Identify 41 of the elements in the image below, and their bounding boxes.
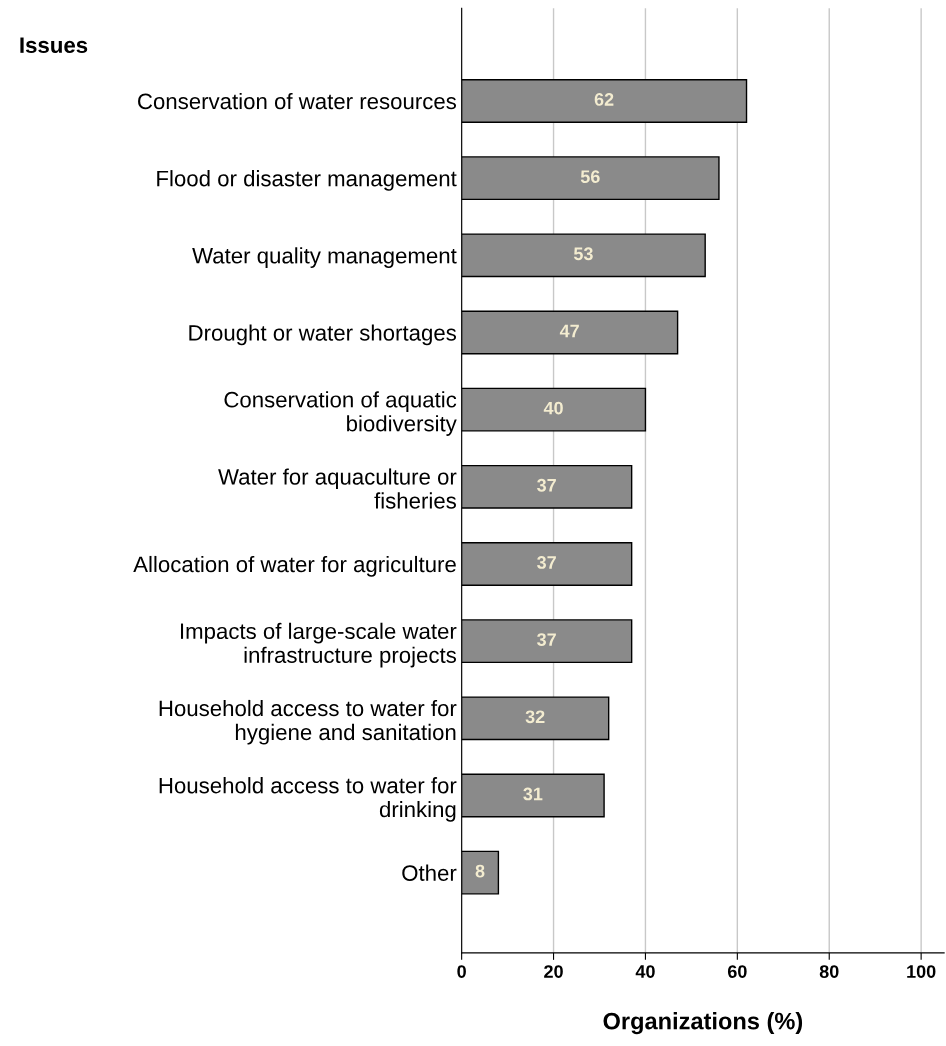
bar [461, 773, 605, 818]
data-label: 47 [559, 324, 579, 338]
data-label: 40 [543, 401, 563, 415]
bar [461, 542, 633, 586]
y-axis-title: Issues [20, 37, 88, 54]
bar [461, 79, 748, 123]
bar [461, 619, 633, 664]
bar [461, 156, 720, 201]
data-label: 53 [573, 247, 593, 261]
data-label: 31 [523, 787, 543, 801]
x-tick-label: 100 [907, 965, 936, 978]
bar [461, 464, 633, 509]
y-tick-label: Water for aquaculture or fisheries [218, 468, 457, 509]
x-axis-title: Organizations (%) [603, 1012, 803, 1035]
y-tick-label: Conservation of water resources [138, 92, 457, 110]
data-label: 37 [537, 478, 556, 492]
bar [461, 387, 647, 432]
bar [461, 850, 500, 895]
y-tick-label: Water quality management [192, 247, 457, 268]
y-tick-label: Household access to water for drinking [159, 777, 457, 822]
bar [461, 310, 679, 355]
y-tick-label: Household access to water for hygiene and sanitation [159, 699, 457, 745]
x-tick-label: 20 [544, 965, 563, 978]
y-tick-label: Flood or disaster management [157, 170, 457, 191]
x-tick-label: 0 [457, 965, 466, 978]
y-tick-label: Conservation of aquatic biodiversity [224, 391, 457, 436]
y-tick-label: Drought or water shortages [189, 324, 457, 346]
bar [461, 696, 610, 741]
data-label: 8 [475, 864, 485, 878]
x-tick-label: 40 [635, 965, 655, 978]
data-label: 37 [537, 556, 556, 569]
data-label: 37 [537, 633, 556, 647]
y-tick-label: Allocation of water for agriculture [133, 555, 456, 577]
x-tick-label: 60 [727, 965, 747, 978]
y-tick-label: Other [402, 864, 457, 881]
data-label: 32 [525, 710, 545, 724]
x-tick-label: 80 [819, 965, 839, 978]
bar [461, 233, 706, 278]
y-tick-label: Impacts of large-scale water infrastructure projects [180, 622, 457, 668]
data-label: 62 [594, 93, 614, 106]
data-label: 56 [580, 170, 600, 183]
